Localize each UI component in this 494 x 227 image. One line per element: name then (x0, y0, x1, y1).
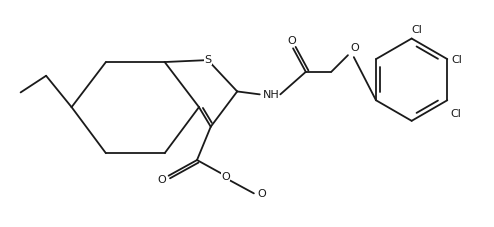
Text: Cl: Cl (450, 109, 461, 118)
Text: Cl: Cl (412, 25, 422, 35)
Text: O: O (258, 189, 267, 198)
Text: O: O (288, 36, 296, 46)
Text: O: O (350, 43, 359, 53)
Text: O: O (157, 174, 165, 184)
Text: O: O (221, 171, 230, 181)
Text: Cl: Cl (451, 55, 462, 65)
Text: S: S (204, 55, 211, 65)
Text: NH: NH (263, 90, 280, 100)
